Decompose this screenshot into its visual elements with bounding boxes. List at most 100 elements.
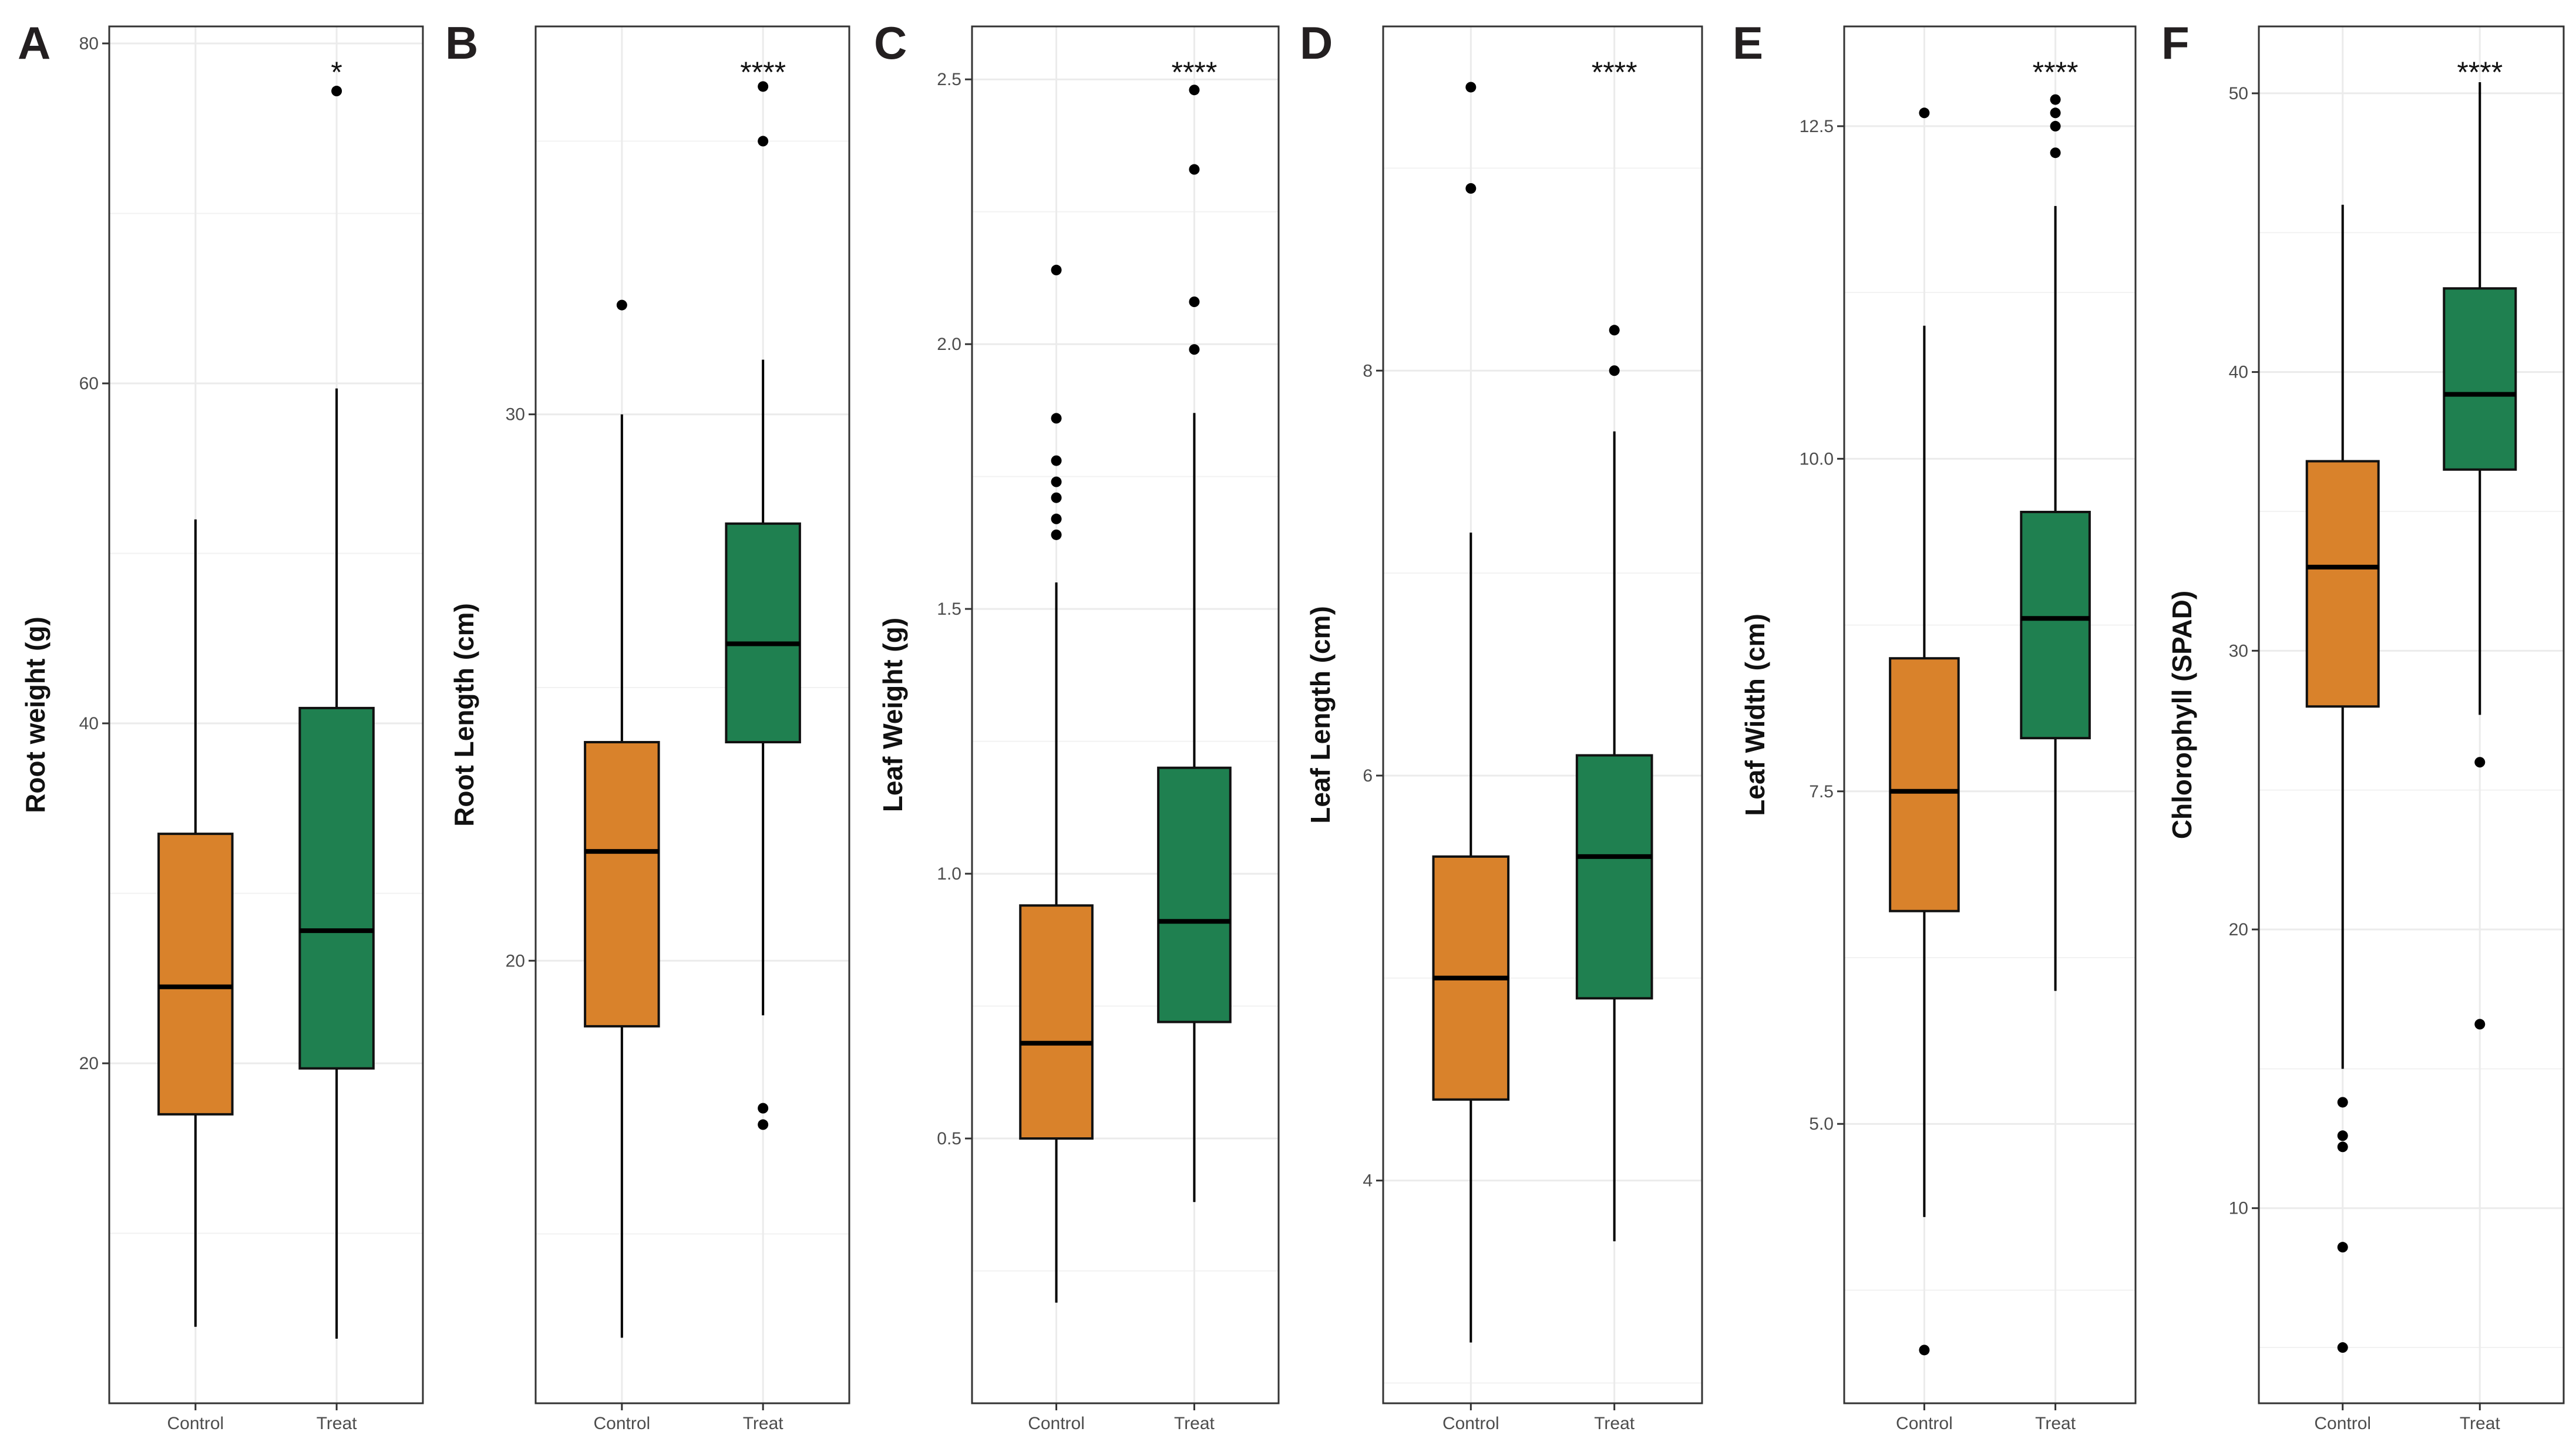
plot-background (1844, 26, 2136, 1403)
significance-label: **** (1592, 56, 1637, 89)
outlier-point (1051, 264, 1062, 275)
outlier-point (2337, 1342, 2348, 1353)
outlier-point (758, 81, 769, 92)
y-tick-label: 12.5 (1800, 117, 1834, 136)
panel-letter: B (445, 17, 478, 69)
outlier-point (1051, 413, 1062, 424)
y-tick-label: 4 (1363, 1171, 1373, 1191)
outlier-point (1189, 297, 1200, 307)
panel-a: 20 40 60 80 Control Treat Root weight (g) A * (18, 17, 424, 1433)
outlier-point (1609, 365, 1620, 376)
y-tick-label: 20 (506, 951, 525, 971)
plot-border (971, 25, 1280, 1404)
panel-letter: F (2161, 17, 2190, 69)
box-control (1019, 264, 1094, 1303)
box-iqr (2443, 287, 2517, 471)
y-tick-label: 2.5 (937, 70, 961, 89)
panel-b: 20 30 Control Treat Root Length (cm) B **** (445, 17, 850, 1433)
outlier-point (2337, 1130, 2348, 1141)
y-axis-title: Leaf Width (cm) (1740, 614, 1770, 816)
y-tick-label: 1.0 (937, 864, 961, 884)
y-tick-label: 30 (2229, 641, 2248, 661)
y-axis-title: Leaf Length (cm) (1305, 606, 1336, 824)
outlier-point (1051, 455, 1062, 466)
y-tick-label: 2.0 (937, 335, 961, 354)
significance-label: **** (740, 56, 786, 89)
plot-border (108, 25, 424, 1404)
box-treat (1157, 85, 1232, 1202)
significance-label: **** (2033, 56, 2079, 89)
y-axis-title: Root Length (cm) (449, 603, 479, 827)
outlier-point (758, 136, 769, 147)
panel-letter: D (1300, 17, 1333, 69)
significance-label: * (331, 56, 342, 89)
panel-letter: C (874, 17, 907, 69)
y-tick-label: 0.5 (937, 1129, 961, 1148)
x-tick-label: Treat (1594, 1414, 1635, 1433)
outlier-point (2050, 107, 2061, 119)
box-iqr (2020, 510, 2091, 740)
x-tick-label: Control (1896, 1414, 1953, 1433)
box-iqr (157, 833, 234, 1116)
box-treat (1575, 325, 1653, 1242)
box-iqr (1157, 766, 1232, 1023)
outlier-point (758, 1103, 769, 1114)
box-control (157, 519, 234, 1327)
y-axis-title: Chlorophyll (SPAD) (2167, 591, 2197, 839)
plot-background (1383, 26, 1702, 1403)
outlier-point (2337, 1141, 2348, 1153)
plot-border (1382, 25, 1703, 1404)
panel-f: 10 20 30 40 50 Control Treat Chlorophyll (SPAD)… (2161, 17, 2565, 1433)
y-tick-label: 6 (1363, 766, 1373, 786)
outlier-point (1465, 183, 1477, 194)
outlier-point (1189, 85, 1200, 96)
box-control (1889, 107, 1960, 1356)
x-tick-label: Treat (1174, 1414, 1215, 1433)
y-tick-label: 20 (2229, 920, 2248, 939)
y-tick-label: 20 (79, 1054, 99, 1073)
outlier-point (2337, 1097, 2348, 1108)
outlier-point (331, 86, 342, 97)
y-tick-label: 80 (79, 34, 99, 53)
outlier-point (1919, 1345, 1930, 1356)
outlier-point (1051, 529, 1062, 540)
box-treat (298, 86, 375, 1339)
panel-letter: A (18, 17, 51, 69)
outlier-point (2050, 147, 2061, 159)
box-iqr (1019, 904, 1094, 1140)
y-tick-label: 1.5 (937, 599, 961, 619)
panel-e: 5.0 7.5 10.0 12.5 Control Treat Leaf Width (cm… (1733, 17, 2137, 1433)
box-iqr (584, 741, 660, 1027)
outlier-point (2474, 757, 2486, 768)
box-control (1432, 82, 1510, 1343)
plot-background (109, 26, 423, 1403)
x-tick-label: Treat (317, 1414, 358, 1433)
box-iqr (298, 706, 375, 1070)
x-tick-label: Control (167, 1414, 224, 1433)
outlier-point (758, 1119, 769, 1130)
outlier-point (616, 299, 627, 311)
y-tick-label: 30 (506, 405, 525, 425)
y-tick-label: 10 (2229, 1199, 2248, 1218)
box-iqr (1889, 657, 1960, 912)
y-tick-label: 40 (2229, 363, 2248, 382)
box-control (2305, 204, 2380, 1353)
y-tick-label: 60 (79, 374, 99, 393)
x-tick-label: Treat (2460, 1414, 2501, 1433)
plot-background (2259, 26, 2564, 1403)
box-control (584, 299, 660, 1338)
y-tick-label: 10.0 (1800, 449, 1834, 469)
outlier-point (1465, 82, 1477, 93)
outlier-point (1919, 107, 1930, 119)
y-tick-label: 5.0 (1809, 1114, 1834, 1134)
box-treat (2020, 94, 2091, 991)
plot-border (1843, 25, 2137, 1404)
x-tick-label: Control (2314, 1414, 2371, 1433)
box-iqr (1575, 754, 1653, 1000)
outlier-point (1051, 513, 1062, 524)
outlier-point (2337, 1242, 2348, 1253)
box-treat (2443, 82, 2517, 1030)
y-tick-label: 8 (1363, 361, 1373, 380)
outlier-point (1051, 476, 1062, 487)
